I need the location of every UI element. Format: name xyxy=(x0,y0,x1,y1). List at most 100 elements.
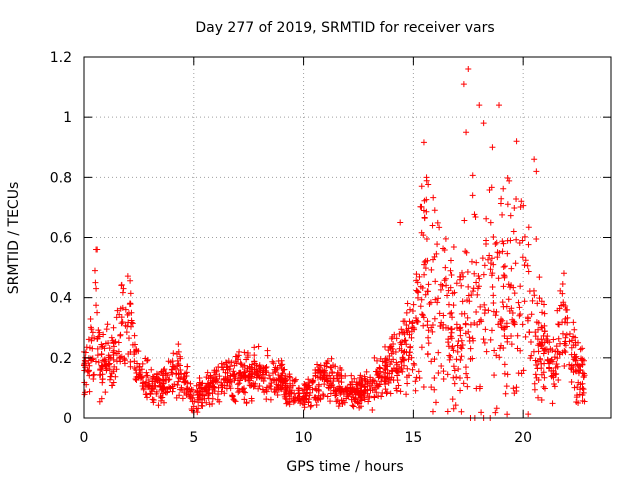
data-point xyxy=(278,372,285,379)
x-tick-label: 0 xyxy=(80,430,89,446)
x-tick-label: 20 xyxy=(514,430,532,446)
data-point xyxy=(530,348,537,355)
data-point xyxy=(326,385,332,392)
data-point xyxy=(283,389,290,396)
data-point xyxy=(447,354,454,360)
data-point xyxy=(453,324,460,331)
data-point xyxy=(388,374,395,381)
data-point xyxy=(127,290,134,297)
data-point xyxy=(447,310,454,317)
data-point xyxy=(273,377,280,384)
data-point xyxy=(487,260,494,267)
data-point xyxy=(110,349,117,356)
data-point xyxy=(403,321,410,328)
data-point xyxy=(469,335,476,342)
data-point xyxy=(403,309,410,316)
data-point xyxy=(189,398,196,405)
data-point xyxy=(506,308,513,315)
data-point xyxy=(471,270,478,277)
data-point xyxy=(570,319,577,326)
data-point xyxy=(267,396,274,403)
data-point xyxy=(241,349,248,356)
data-point xyxy=(374,369,381,376)
data-point xyxy=(580,370,587,377)
data-point xyxy=(262,367,269,374)
data-point xyxy=(445,339,452,346)
data-point xyxy=(106,354,113,361)
data-point xyxy=(357,396,364,403)
data-point xyxy=(142,391,149,398)
data-point xyxy=(252,369,259,376)
data-point xyxy=(453,374,460,381)
data-point xyxy=(99,375,106,382)
data-point xyxy=(499,324,506,331)
data-point xyxy=(210,378,217,385)
data-point xyxy=(161,399,168,406)
data-point xyxy=(561,340,568,347)
data-point xyxy=(230,396,237,403)
data-point xyxy=(335,403,342,410)
data-point xyxy=(440,312,447,319)
data-point xyxy=(436,310,443,317)
data-point xyxy=(425,181,432,188)
data-point xyxy=(464,268,471,275)
data-point xyxy=(545,364,552,371)
data-point xyxy=(511,290,518,297)
data-point xyxy=(458,353,465,360)
data-point xyxy=(349,386,356,393)
data-point xyxy=(468,258,475,265)
data-point xyxy=(418,229,425,236)
data-point xyxy=(471,211,478,218)
data-point xyxy=(485,307,492,314)
data-point xyxy=(328,355,335,362)
data-point xyxy=(273,381,280,388)
data-point xyxy=(159,385,166,392)
data-point xyxy=(271,389,278,396)
data-point xyxy=(534,300,541,307)
data-point xyxy=(371,386,378,393)
data-point xyxy=(189,386,196,393)
data-point xyxy=(485,256,492,263)
data-point xyxy=(539,309,546,316)
data-point xyxy=(429,408,436,415)
data-point xyxy=(428,384,435,391)
data-point xyxy=(129,341,136,348)
data-point xyxy=(338,379,345,386)
data-point xyxy=(127,277,134,284)
data-point xyxy=(426,301,433,308)
data-point xyxy=(575,399,582,406)
data-point xyxy=(513,236,520,243)
data-point xyxy=(385,380,392,387)
data-point xyxy=(521,233,528,240)
data-point xyxy=(400,362,407,369)
data-point xyxy=(437,286,444,293)
data-point xyxy=(538,336,545,343)
data-point xyxy=(242,372,249,379)
data-point xyxy=(282,382,289,389)
data-point xyxy=(450,374,457,381)
data-point xyxy=(374,357,381,364)
data-point xyxy=(379,374,386,381)
data-point xyxy=(250,383,257,390)
data-point xyxy=(549,358,556,365)
data-point xyxy=(388,358,395,365)
data-point xyxy=(175,370,182,377)
data-point xyxy=(469,192,476,199)
data-point xyxy=(93,285,100,292)
data-point xyxy=(124,273,131,280)
data-point xyxy=(103,367,110,374)
data-point xyxy=(301,394,308,401)
data-point xyxy=(206,401,213,408)
data-point xyxy=(351,375,358,382)
data-point xyxy=(313,402,320,409)
data-point xyxy=(437,323,444,330)
data-point xyxy=(243,356,250,363)
data-point xyxy=(103,326,110,333)
data-point xyxy=(272,388,279,395)
data-point xyxy=(460,380,467,387)
data-point xyxy=(248,374,255,381)
data-point xyxy=(493,405,500,412)
data-point xyxy=(274,391,281,398)
data-point xyxy=(264,347,271,354)
data-point xyxy=(373,389,380,396)
